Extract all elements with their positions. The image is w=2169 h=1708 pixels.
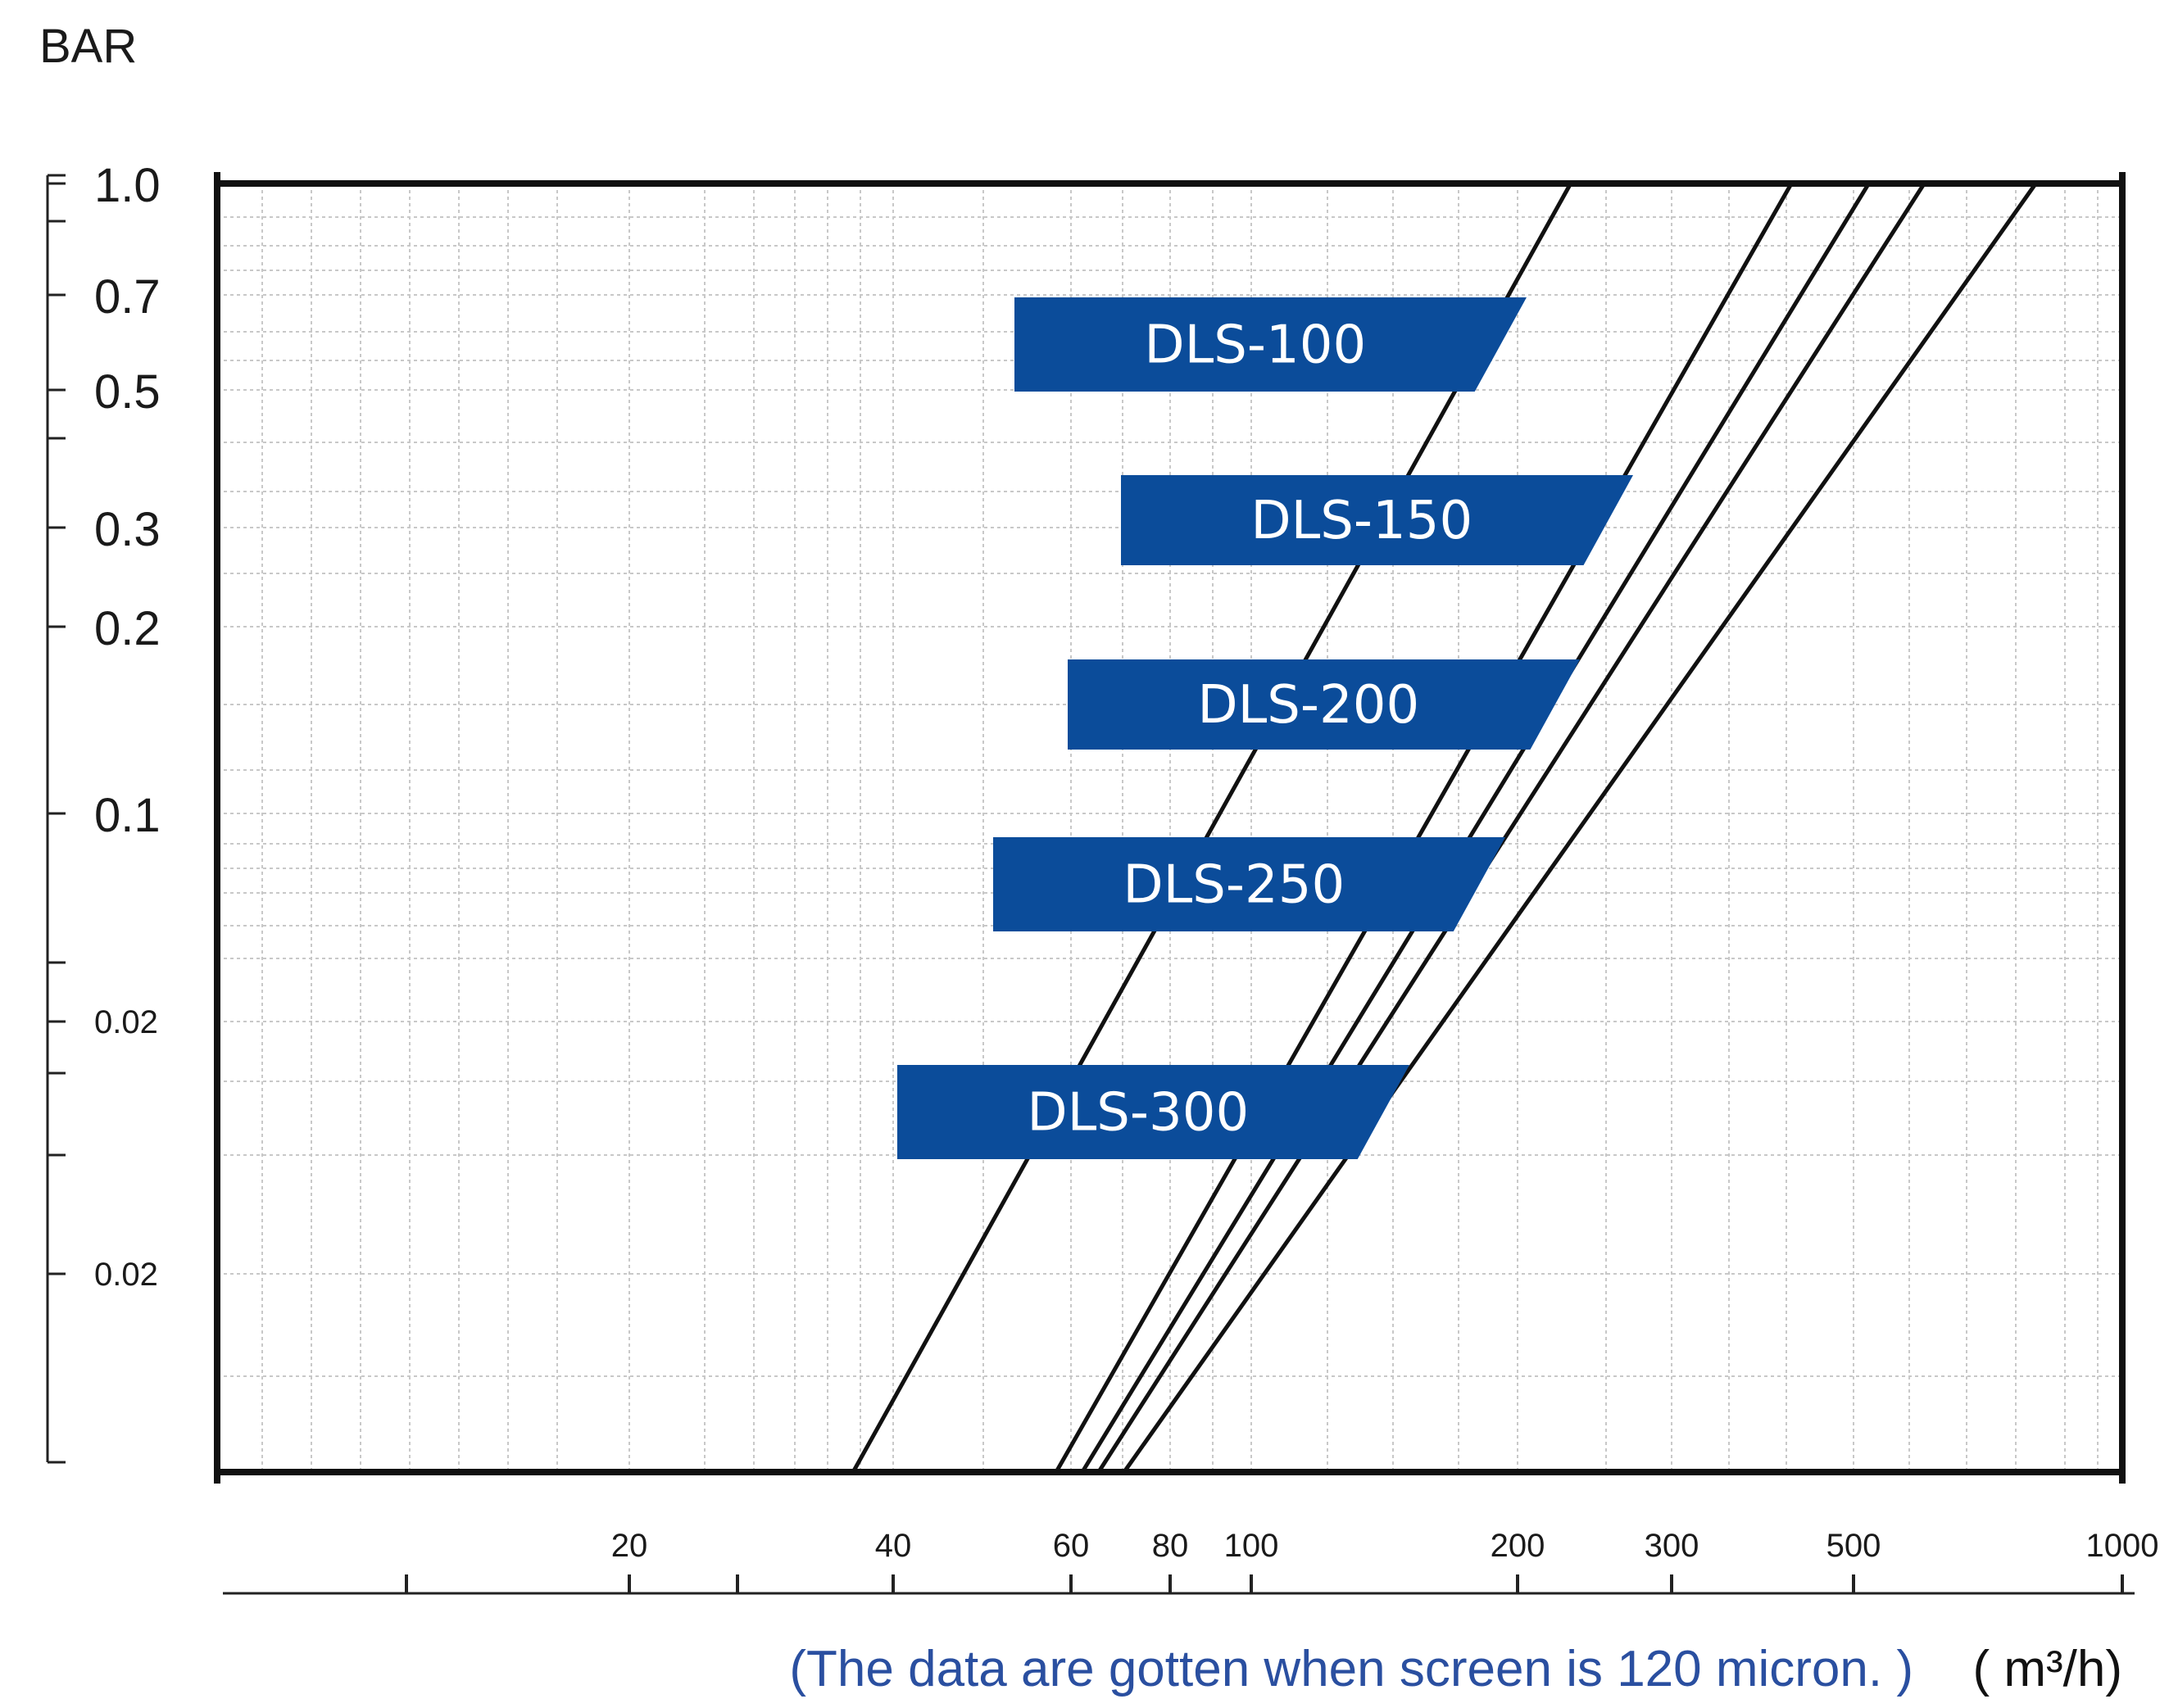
x-tick-label: 200 [1491, 1528, 1545, 1564]
band-dls-250 [993, 837, 1505, 931]
data-note: (The data are gotten when screen is 120 … [789, 1641, 1913, 1697]
y-tick-label: 0.1 [94, 789, 161, 842]
x-tick-label: 60 [1053, 1528, 1090, 1564]
x-tick-label: 500 [1826, 1528, 1881, 1564]
x-tick-label: 20 [611, 1528, 648, 1564]
band-label: DLS-250 [1123, 855, 1345, 916]
x-axis: 20 40 60 80 100 200 300 500 1000 [223, 1528, 2159, 1595]
y-tick-label: 0.02 [94, 1004, 158, 1040]
y-axis-title: BAR [39, 20, 137, 73]
y-tick-label: 1.0 [94, 159, 161, 212]
y-tick-label: 0.2 [94, 602, 161, 655]
x-tick-label: 1000 [2086, 1528, 2159, 1564]
band-label: DLS-100 [1144, 315, 1366, 376]
grid [217, 183, 2122, 1472]
x-tick-label: 40 [875, 1528, 912, 1564]
series-bands: DLS-100 DLS-150 DLS-200 DLS-250 DLS-300 [897, 297, 1633, 1159]
series-line-dls-200 [1080, 182, 1871, 1474]
band-label: DLS-200 [1197, 675, 1419, 736]
band-dls-150 [1121, 475, 1633, 565]
x-tick-label: 80 [1152, 1528, 1189, 1564]
series-line-dls-250 [1096, 182, 1926, 1474]
band-label: DLS-150 [1250, 491, 1472, 551]
series-line-dls-150 [1054, 182, 1794, 1474]
y-tick-label: 0.7 [94, 270, 161, 324]
x-tick-label: 300 [1645, 1528, 1699, 1564]
x-unit-label: ( m³/h) [1972, 1641, 2122, 1697]
band-label: DLS-300 [1027, 1083, 1249, 1144]
series-lines [851, 182, 2038, 1474]
band-dls-100 [1014, 297, 1527, 392]
y-tick-label: 0.02 [94, 1257, 158, 1293]
series-line-dls-300 [1122, 182, 2038, 1474]
band-dls-300 [897, 1065, 1409, 1159]
plot-frame [214, 172, 2126, 1484]
y-tick-label: 0.3 [94, 503, 161, 556]
y-axis: 1.0 0.7 0.5 0.3 0.2 0.1 0.02 0.02 [46, 159, 161, 1464]
series-line-dls-100 [851, 182, 1572, 1474]
y-tick-label: 0.5 [94, 365, 161, 419]
x-tick-label: 100 [1224, 1528, 1279, 1564]
band-dls-200 [1068, 659, 1580, 750]
